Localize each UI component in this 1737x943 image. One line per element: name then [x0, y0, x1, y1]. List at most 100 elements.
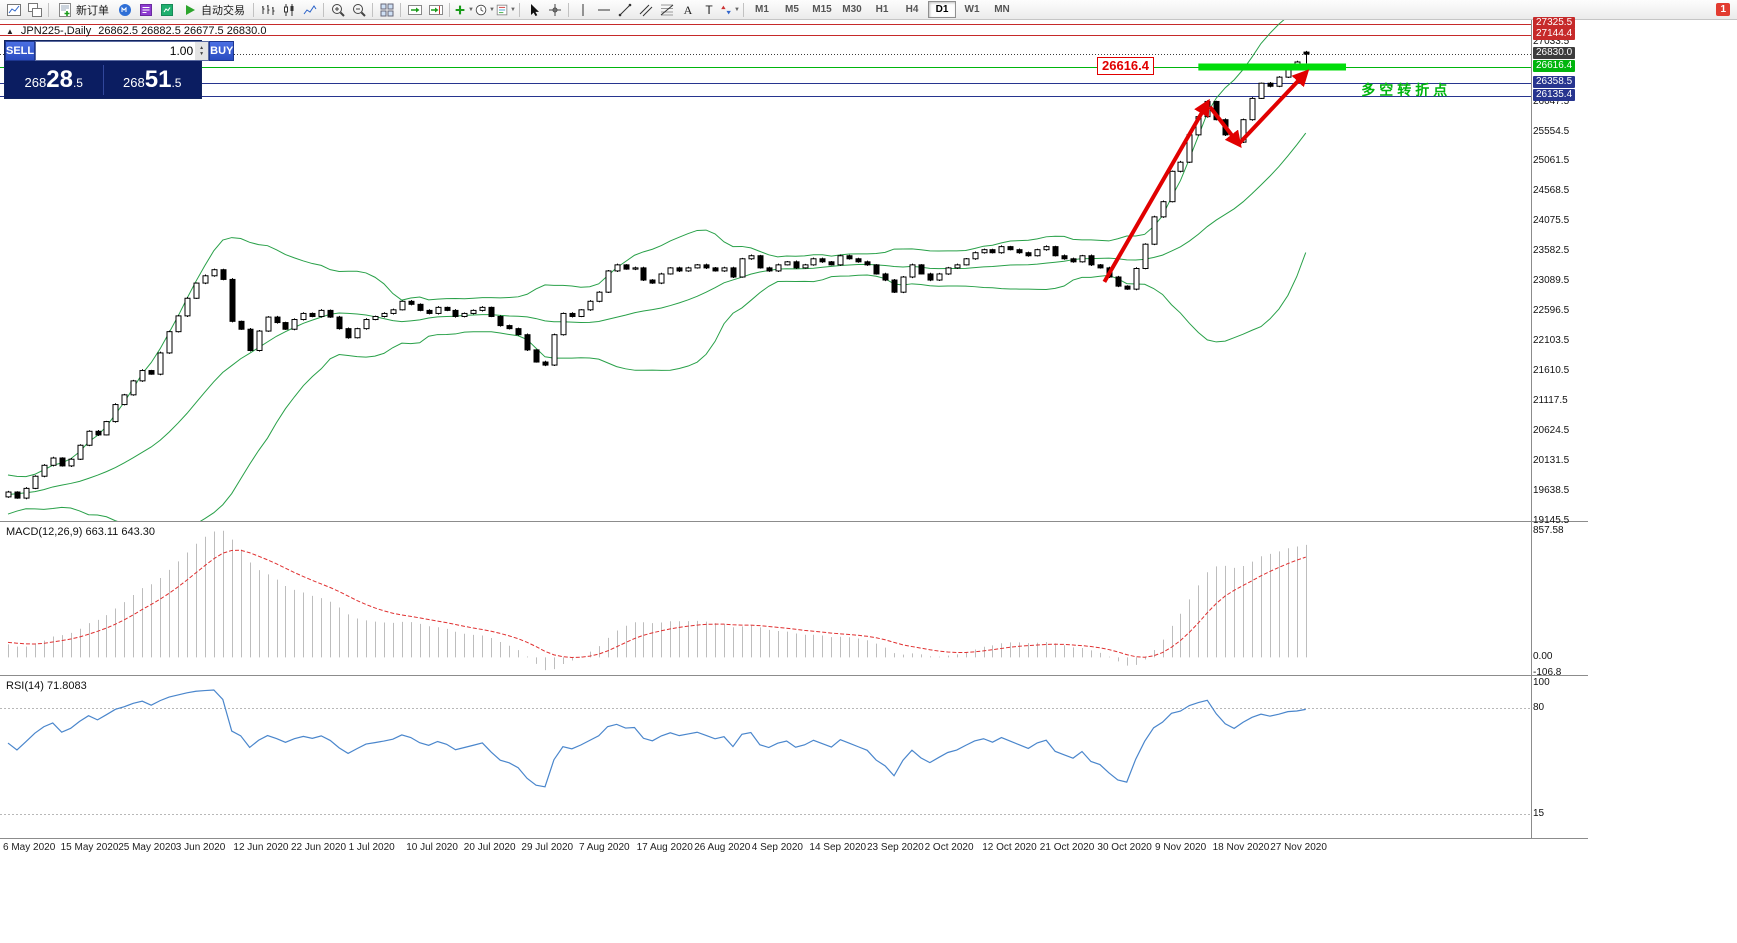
buy-button[interactable]: BUY: [209, 41, 235, 61]
bollinger-middle-band: [7, 132, 1307, 496]
text-icon[interactable]: A: [677, 1, 698, 18]
date-label: 29 Jul 2020: [521, 842, 574, 853]
price-scale-label: 25554.5: [1533, 125, 1570, 137]
date-label: 2 Oct 2020: [924, 842, 974, 853]
price-scale-label: 0.00: [1533, 651, 1553, 663]
fibonacci-icon[interactable]: [656, 1, 677, 18]
timeframe-m15[interactable]: M15: [812, 4, 832, 15]
toolbar-separator: [519, 2, 520, 17]
tile-windows-icon[interactable]: [376, 1, 397, 18]
macd-indicator-label: MACD(12,26,9) 663.11 643.30: [6, 526, 155, 538]
charts-window-icon[interactable]: [3, 1, 24, 18]
macd-panel[interactable]: [0, 522, 1531, 675]
crosshair-icon[interactable]: [544, 1, 565, 18]
date-label: 9 Nov 2020: [1155, 842, 1207, 853]
horizontal-line-icon[interactable]: [593, 1, 614, 18]
autotrading-button[interactable]: 自动交易: [177, 1, 250, 18]
timeframe-m30[interactable]: M30: [842, 4, 862, 15]
panel-separator[interactable]: [0, 675, 1588, 676]
toolbar-separator: [568, 2, 569, 17]
volume-field[interactable]: ▲ ▼: [35, 41, 210, 61]
panel-separator[interactable]: [0, 838, 1588, 839]
metaquotes-icon[interactable]: [114, 1, 135, 18]
cursor-icon[interactable]: [523, 1, 544, 18]
sell-price-suffix: .5: [72, 75, 83, 90]
zoom-out-icon[interactable]: [348, 1, 369, 18]
price-scale-label: 857.58: [1533, 525, 1564, 537]
trend-arrow-1[interactable]: [1102, 98, 1210, 283]
zoom-in-icon[interactable]: [327, 1, 348, 18]
price-scale-label: 26047.5: [1533, 95, 1570, 107]
price-annotation-label[interactable]: 26616.4: [1097, 57, 1155, 76]
trendline-icon[interactable]: [614, 1, 635, 18]
add-indicator-icon[interactable]: ▼: [453, 1, 474, 18]
timeframe-h1[interactable]: H1: [875, 4, 889, 15]
price-scale[interactable]: 27033.5 26047.5 25554.5 25061.5 24568.5 24075…: [1533, 17, 1593, 842]
date-label: 6 May 2020: [3, 842, 56, 853]
rsi-panel[interactable]: [0, 676, 1531, 838]
timeframe-m5[interactable]: M5: [785, 4, 799, 15]
label-icon[interactable]: T: [698, 1, 719, 18]
main-toolbar: 新订单 自动交易 ▼ ▼ ▼ A T ▼ M1 M5 M15 M30 H1 H4 D1 W1 MN: [0, 0, 1737, 20]
date-label: 30 Oct 2020: [1097, 842, 1152, 853]
turning-point-note[interactable]: 多空转折点: [1361, 82, 1452, 99]
buy-price[interactable]: 268 51.5: [104, 66, 202, 93]
panel-separator[interactable]: [0, 521, 1588, 522]
price-scale-label: 19145.5: [1533, 514, 1570, 526]
date-label: 12 Oct 2020: [982, 842, 1037, 853]
vertical-line-icon[interactable]: [572, 1, 593, 18]
new-order-button[interactable]: 新订单: [52, 1, 114, 18]
auto-scroll-icon[interactable]: [404, 1, 425, 18]
template-icon[interactable]: ▼: [495, 1, 516, 18]
volume-increase-icon[interactable]: ▲: [199, 45, 205, 51]
news-icon[interactable]: [135, 1, 156, 18]
timeframe-mn[interactable]: MN: [994, 4, 1010, 15]
price-scale-label: 15: [1533, 807, 1545, 819]
sell-price[interactable]: 268 28.5: [5, 66, 103, 93]
timeframe-m1[interactable]: M1: [755, 4, 769, 15]
arrows-icon[interactable]: ▼: [719, 1, 740, 18]
price-chart[interactable]: [0, 20, 1531, 521]
trend-arrow-2[interactable]: [1208, 105, 1242, 148]
bar-chart-icon[interactable]: [257, 1, 278, 18]
price-line-label: 26830.0: [1533, 47, 1576, 60]
date-label: 15 May 2020: [60, 842, 119, 853]
toolbar-separator: [372, 2, 373, 17]
line-chart-icon[interactable]: [299, 1, 320, 18]
timeframe-d1[interactable]: D1: [928, 1, 956, 18]
toolbar-separator: [743, 2, 744, 17]
collapse-arrow-icon[interactable]: ▲: [6, 26, 14, 36]
period-icon[interactable]: ▼: [474, 1, 495, 18]
notification-badge[interactable]: 1: [1716, 3, 1730, 16]
date-label: 4 Sep 2020: [751, 842, 803, 853]
time-axis[interactable]: 6 May 2020 15 May 2020 25 May 2020 3 Jun 20…: [0, 841, 1531, 857]
price-scale-label: 21610.5: [1533, 365, 1570, 377]
price-scale-label: 20624.5: [1533, 425, 1570, 436]
date-label: 1 Jul 2020: [348, 842, 395, 853]
sell-price-prefix: 268: [24, 74, 47, 90]
volume-spinner[interactable]: ▲ ▼: [195, 42, 209, 60]
new-order-icon: [59, 2, 71, 17]
svg-text:T: T: [705, 3, 713, 17]
rsi-indicator-label: RSI(14) 71.8083: [6, 680, 87, 692]
volume-input[interactable]: [36, 42, 196, 60]
timeframe-w1[interactable]: W1: [964, 4, 980, 15]
date-label: 3 Jun 2020: [175, 842, 226, 853]
timeframe-h4[interactable]: H4: [905, 4, 919, 15]
chart-shift-icon[interactable]: [425, 1, 446, 18]
equidistant-channel-icon[interactable]: [635, 1, 656, 18]
price-scale-label: 24568.5: [1533, 185, 1570, 197]
buy-price-prefix: 268: [123, 74, 145, 90]
price-line-label: 26616.4: [1533, 60, 1576, 73]
macd-signal-line: [7, 549, 1306, 658]
date-label: 26 Aug 2020: [694, 842, 751, 853]
volume-decrease-icon[interactable]: ▼: [199, 51, 205, 57]
trend-arrow-3[interactable]: [1237, 69, 1310, 146]
toolbar-separator: [449, 2, 450, 17]
sell-button[interactable]: SELL: [5, 41, 36, 61]
candlestick-chart-icon[interactable]: [278, 1, 299, 18]
price-line-label: 26135.4: [1533, 89, 1576, 102]
profile-icon[interactable]: [24, 1, 45, 18]
market-icon[interactable]: [156, 1, 177, 18]
